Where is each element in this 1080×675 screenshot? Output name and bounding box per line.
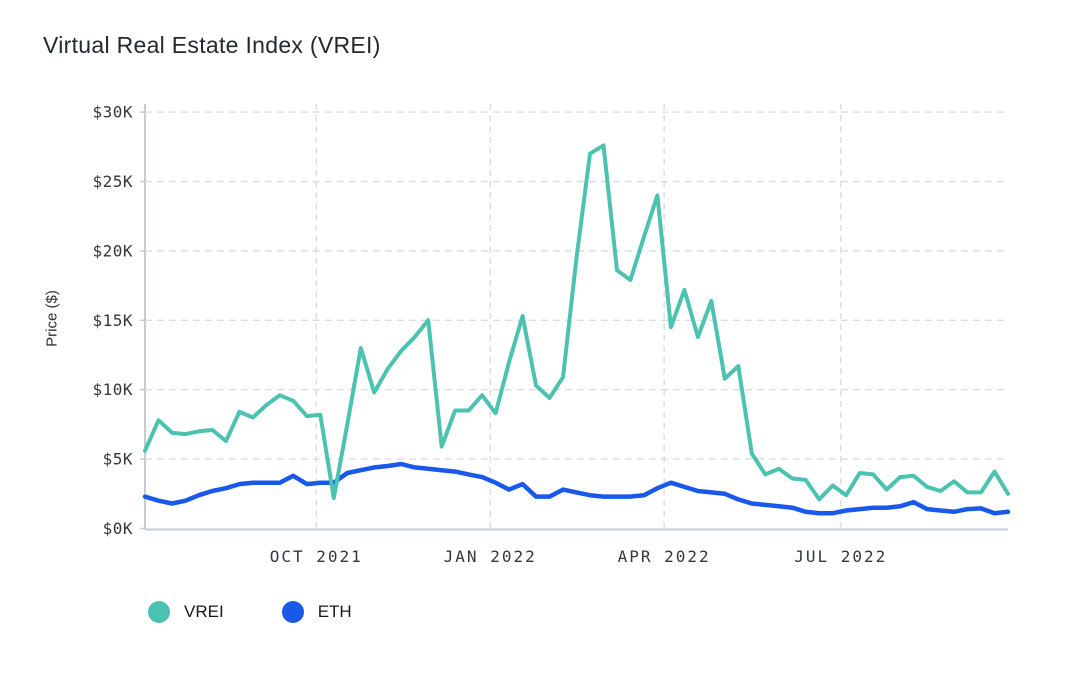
eth-line <box>142 461 1011 516</box>
x-tick-label: JAN 2022 <box>444 547 537 566</box>
y-tick-label: $20K <box>92 241 133 260</box>
eth-legend-dot-icon <box>281 601 304 623</box>
x-tick-label: APR 2022 <box>618 547 711 566</box>
x-tick-label: OCT 2021 <box>270 547 363 566</box>
chart-title: Virtual Real Estate Index (VREI) <box>43 32 381 58</box>
y-tick-label: $10K <box>92 380 133 399</box>
vrei-line <box>143 143 1010 502</box>
y-tick-label: $15K <box>92 311 133 330</box>
legend: VREI ETH <box>148 601 352 623</box>
eth-legend-label: ETH <box>317 602 352 621</box>
legend-item-vrei: VREI <box>148 601 224 623</box>
y-tick-label: $30K <box>92 103 133 122</box>
y-tick-label: $0K <box>103 519 133 538</box>
vrei-legend-label: VREI <box>184 602 224 621</box>
x-tick-label: JUL 2022 <box>794 547 887 566</box>
legend-item-eth: ETH <box>281 601 352 623</box>
y-tick-label: $25K <box>92 172 133 191</box>
vrei-legend-dot-icon <box>148 601 170 623</box>
y-tick-label: $5K <box>103 450 133 469</box>
